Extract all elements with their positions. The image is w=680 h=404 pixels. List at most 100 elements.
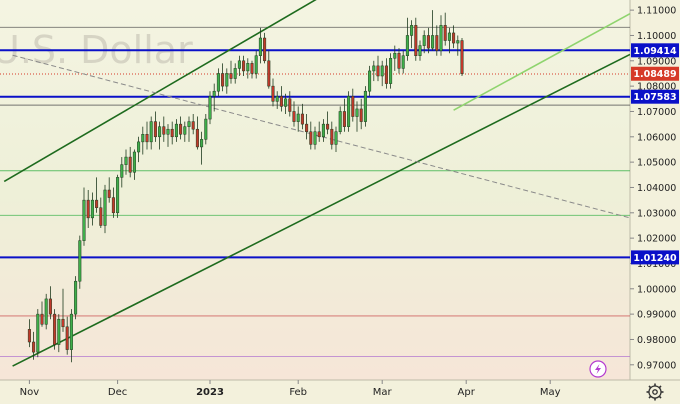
candle-down <box>342 111 346 127</box>
candle-up <box>82 199 86 241</box>
candle-down <box>376 65 380 77</box>
y-tick-label: 0.97000 <box>637 360 676 371</box>
candle-up <box>212 90 216 97</box>
price-label-box <box>631 89 679 104</box>
candle-down <box>111 197 115 214</box>
candle-up <box>57 318 61 345</box>
candle-up <box>258 37 262 56</box>
candle-down <box>27 329 31 343</box>
light-trend-line <box>453 12 631 111</box>
settings-gear-icon[interactable] <box>646 383 664 401</box>
candle-down <box>153 121 157 138</box>
price-label-box <box>631 250 679 265</box>
candle-down <box>99 207 103 226</box>
y-axis-ticks: 1.11000 1.10000 1.09000 1.08000 1.07000 1.060… <box>630 6 676 371</box>
y-tick-label: 1.01000 <box>637 259 676 270</box>
candle-down <box>191 121 195 130</box>
candle-up <box>69 313 73 350</box>
price-label: 1.01240 <box>633 253 677 264</box>
candle-up <box>372 65 376 72</box>
candle-down <box>229 73 233 79</box>
candle-down <box>326 123 330 130</box>
candle-up <box>313 131 317 145</box>
candle-up <box>321 123 325 138</box>
candle-down <box>317 131 321 138</box>
candle-down <box>162 126 166 135</box>
x-axis-ticks: Nov Dec 2023 Feb Mar Apr May <box>20 380 561 398</box>
candle-down <box>271 85 275 102</box>
candle-down <box>305 123 309 132</box>
candle-down <box>452 32 456 44</box>
candle-up <box>338 111 342 132</box>
candle-up <box>149 121 153 143</box>
candle-up <box>410 25 414 36</box>
candle-up <box>363 90 367 122</box>
candle-down <box>107 189 111 198</box>
candle-down <box>48 298 52 315</box>
y-tick-label: 1.08000 <box>637 82 676 93</box>
candle-up <box>204 118 208 140</box>
candle-up <box>132 151 136 173</box>
candle-up <box>116 177 120 214</box>
candle-up <box>368 70 372 92</box>
candle-down <box>359 108 363 122</box>
candle-down <box>443 25 447 41</box>
candle-up <box>334 131 338 145</box>
candle-down <box>221 73 225 87</box>
y-tick-label: 1.10000 <box>637 31 676 42</box>
candle-up <box>418 45 422 56</box>
candle-up <box>246 63 250 72</box>
candle-down <box>86 199 90 219</box>
candle-up <box>380 65 384 77</box>
price-labels: 1.09414 1.08489 1.07583 1.01240 <box>631 43 679 265</box>
candle-down <box>145 134 149 143</box>
candle-down <box>414 25 418 56</box>
time-axis-background <box>0 380 680 404</box>
candle-down <box>195 128 199 148</box>
y-tick-label: 1.05000 <box>637 158 676 169</box>
candle-up <box>124 156 128 165</box>
candle-down <box>65 326 69 350</box>
candle-down <box>300 113 304 125</box>
y-tick-label: 1.11000 <box>637 6 676 17</box>
price-label-box <box>631 43 679 58</box>
candle-up <box>90 199 94 219</box>
candle-down <box>40 313 44 325</box>
candle-up <box>422 35 426 46</box>
candle-up <box>158 126 162 138</box>
candle-up <box>216 73 220 92</box>
candle-down <box>397 52 401 69</box>
trend-lines <box>3 0 631 367</box>
candle-up <box>439 25 443 51</box>
candle-down <box>53 313 57 345</box>
candle-up <box>284 98 288 107</box>
channel-upper-line <box>3 0 317 183</box>
x-tick-label: Apr <box>458 387 476 398</box>
candle-down <box>61 318 65 328</box>
x-tick-label: Feb <box>289 387 307 398</box>
x-tick-label: 2023 <box>196 387 224 398</box>
candle-up <box>389 58 393 84</box>
candle-up <box>174 123 178 138</box>
candle-down <box>170 128 174 138</box>
y-tick-label: 1.03000 <box>637 208 676 219</box>
x-tick-label: Nov <box>20 387 40 398</box>
candle-up <box>296 113 300 122</box>
candle-up <box>120 164 124 178</box>
candle-down <box>351 96 355 117</box>
candle-up <box>103 189 107 226</box>
candle-up <box>447 32 451 41</box>
candle-up <box>456 40 460 44</box>
candle-up <box>233 68 237 79</box>
candle-down <box>288 98 292 112</box>
y-tick-label: 1.00000 <box>637 284 676 295</box>
candle-down <box>179 123 183 135</box>
x-tick-label: Mar <box>373 387 393 398</box>
y-tick-label: 1.02000 <box>637 234 676 245</box>
candles <box>27 10 464 363</box>
y-tick-label: 1.04000 <box>637 183 676 194</box>
candle-down <box>128 156 132 173</box>
x-tick-label: May <box>540 387 561 398</box>
lightning-icon[interactable] <box>589 360 607 378</box>
